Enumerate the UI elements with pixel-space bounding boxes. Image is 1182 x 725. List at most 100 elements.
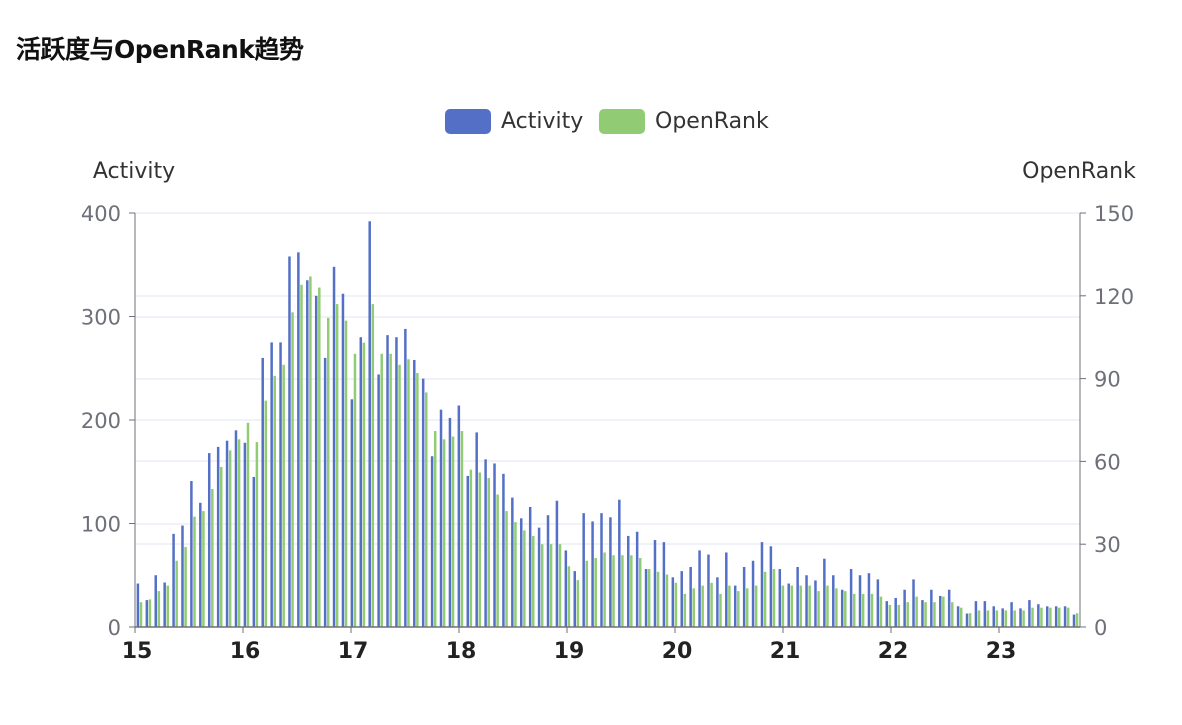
- openrank-bar: [986, 610, 990, 627]
- activity-bar: [796, 566, 799, 627]
- activity-bar: [760, 542, 764, 627]
- openrank-bar: [514, 522, 517, 627]
- openrank-bar: [567, 566, 571, 627]
- activity-bar: [725, 552, 728, 627]
- openrank-bar: [692, 588, 695, 627]
- activity-bar: [849, 569, 853, 627]
- activity-bar: [635, 531, 639, 627]
- openrank-bar: [852, 593, 856, 627]
- activity-bar: [359, 337, 363, 627]
- openrank-bar: [594, 558, 597, 627]
- activity-bar: [377, 374, 380, 627]
- left-axis-name: Activity: [93, 159, 175, 184]
- openrank-bar: [442, 439, 446, 627]
- activity-bar: [974, 601, 978, 628]
- activity-bar: [314, 295, 318, 627]
- x-axis-tick-label: 20: [662, 639, 693, 664]
- openrank-bar: [469, 469, 473, 627]
- openrank-bar: [362, 342, 366, 627]
- activity-bar: [154, 575, 157, 627]
- openrank-bar: [888, 604, 892, 627]
- openrank-bar: [478, 472, 482, 627]
- activity-bar: [751, 560, 755, 627]
- openrank-bar: [309, 276, 312, 627]
- activity-bar: [814, 580, 817, 627]
- left-axis-tick-label: 0: [108, 616, 121, 640]
- activity-bar: [983, 601, 987, 628]
- openrank-bar: [835, 588, 838, 627]
- openrank-bar: [1058, 607, 1061, 627]
- activity-bar: [707, 554, 710, 627]
- legend-swatch-activity: [445, 109, 491, 134]
- activity-bar: [386, 335, 389, 627]
- openrank-bar: [487, 477, 490, 627]
- openrank-bar: [745, 588, 749, 627]
- activity-bar: [181, 525, 184, 627]
- activity-bar: [1072, 614, 1076, 627]
- openrank-bar: [166, 585, 169, 627]
- openrank-bar: [763, 571, 767, 627]
- activity-bar: [680, 571, 683, 627]
- activity-bar: [1046, 606, 1049, 627]
- openrank-bar: [1040, 607, 1043, 627]
- openrank-bar: [202, 511, 205, 627]
- openrank-bar: [1075, 613, 1079, 627]
- openrank-bar: [772, 569, 776, 627]
- activity-bar: [225, 440, 229, 627]
- openrank-bar: [977, 610, 981, 627]
- openrank-bar: [300, 284, 303, 627]
- openrank-bar: [1066, 607, 1070, 627]
- openrank-bar: [959, 607, 963, 627]
- right-axis-name: OpenRank: [1022, 159, 1136, 184]
- openrank-bar: [603, 552, 606, 627]
- left-axis-tick-label: 200: [81, 409, 121, 433]
- left-axis-tick-label: 100: [81, 513, 121, 537]
- right-axis-tick-label: 150: [1094, 202, 1134, 226]
- activity-bar: [591, 521, 594, 627]
- activity-bar: [1063, 606, 1067, 627]
- activity-bar: [448, 417, 452, 627]
- activity-bar: [947, 589, 951, 627]
- openrank-bar: [817, 591, 820, 627]
- activity-bar: [867, 573, 871, 627]
- openrank-bar: [915, 596, 918, 627]
- openrank-bar: [371, 304, 375, 627]
- openrank-bar: [897, 604, 901, 627]
- activity-bar: [1001, 608, 1004, 627]
- openrank-bar: [737, 591, 740, 627]
- activity-bar: [618, 499, 621, 627]
- openrank-bar: [924, 602, 927, 627]
- x-axis-tick-label: 16: [230, 639, 261, 664]
- openrank-bar: [175, 560, 178, 627]
- activity-bar: [430, 456, 434, 627]
- activity-bar: [1037, 604, 1040, 627]
- activity-bar: [537, 527, 541, 627]
- openrank-bar: [621, 555, 624, 627]
- activity-bar: [404, 328, 407, 627]
- openrank-bar: [790, 585, 794, 627]
- legend-swatch-openrank: [599, 109, 645, 134]
- activity-bar: [493, 463, 496, 627]
- activity-bar: [234, 430, 238, 627]
- openrank-bar: [228, 450, 232, 627]
- openrank-bar: [995, 610, 999, 627]
- legend-label-openrank: OpenRank: [655, 109, 769, 134]
- openrank-bar: [728, 585, 731, 627]
- right-axis-tick-label: 60: [1094, 450, 1121, 474]
- openrank-bar: [906, 602, 909, 627]
- right-axis-tick-label: 90: [1094, 368, 1121, 392]
- activity-bar: [190, 481, 193, 627]
- activity-bar: [368, 221, 371, 627]
- activity-bar: [930, 589, 933, 627]
- activity-bar: [778, 569, 782, 627]
- activity-bar: [145, 600, 149, 627]
- activity-bar: [520, 518, 523, 627]
- activity-bar: [207, 453, 211, 627]
- activity-bar: [457, 405, 461, 627]
- x-axis-tick-label: 23: [986, 639, 1017, 664]
- activity-bar: [288, 256, 291, 627]
- openrank-bar: [407, 359, 410, 627]
- activity-bar: [653, 540, 657, 627]
- openrank-bar: [630, 555, 633, 627]
